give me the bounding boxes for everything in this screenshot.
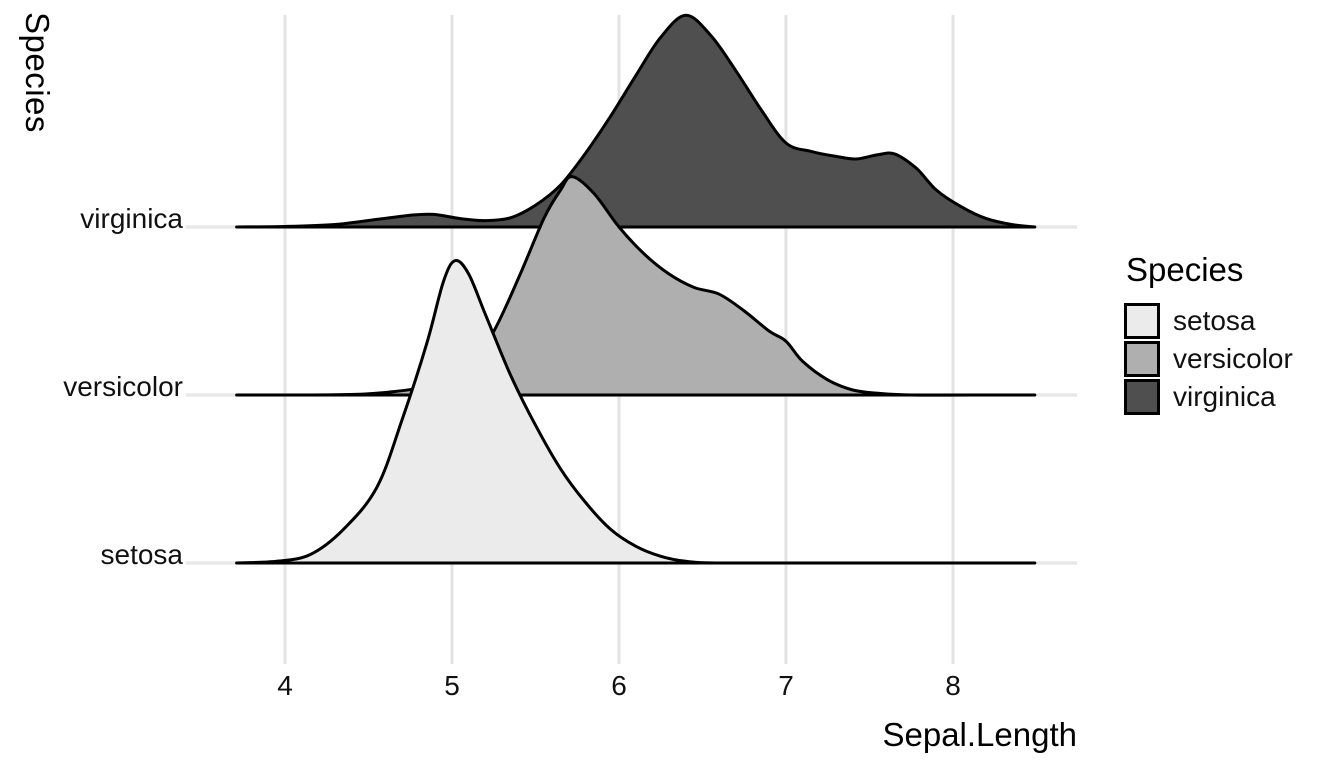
density-curves — [235, 13, 1037, 565]
x-axis-title: Sepal.Length — [882, 716, 1077, 753]
legend-label: versicolor — [1173, 343, 1293, 374]
legend-item-versicolor: versicolor — [1124, 341, 1339, 377]
legend-title: Species — [1126, 251, 1244, 288]
y-axis-title: Species — [19, 12, 56, 133]
legend-item-virginica: virginica — [1124, 379, 1339, 415]
y-tick-label-versicolor: versicolor — [63, 371, 183, 402]
x-tick-label-5: 5 — [444, 670, 460, 701]
density-curve-virginica — [235, 13, 1037, 229]
legend-label: virginica — [1173, 381, 1276, 412]
legend-key-swatch-setosa — [1124, 303, 1160, 339]
legend-key-swatch-virginica — [1124, 379, 1160, 415]
x-tick-label-8: 8 — [945, 670, 961, 701]
legend-key-swatch-versicolor — [1124, 341, 1160, 377]
legend-label: setosa — [1173, 305, 1256, 336]
y-tick-label-virginica: virginica — [80, 203, 183, 234]
x-tick-label-4: 4 — [277, 670, 293, 701]
legend: Species setosa versicolor virginica — [1124, 251, 1339, 417]
x-tick-label-7: 7 — [778, 670, 794, 701]
density-curve-setosa — [235, 258, 1037, 565]
y-tick-label-setosa: setosa — [100, 539, 184, 570]
x-tick-label-6: 6 — [611, 670, 627, 701]
legend-item-setosa: setosa — [1124, 303, 1339, 339]
